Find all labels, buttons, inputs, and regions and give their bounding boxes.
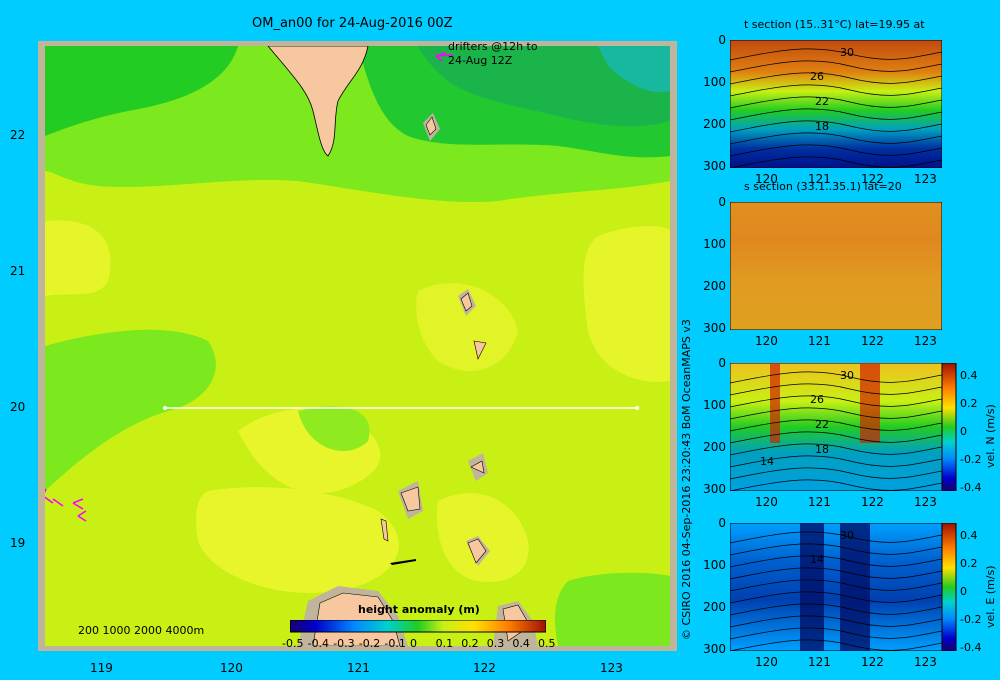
colorbar-tick: 0.3	[486, 637, 505, 650]
lat-tick: 22	[10, 128, 26, 142]
contour-label: 22	[815, 95, 829, 108]
depth-tick: 200	[703, 279, 726, 293]
section-plot[interactable]	[730, 202, 942, 330]
contour-label: 14	[810, 553, 824, 566]
depth-tick: 0	[718, 516, 726, 530]
velocity-colorbar-tick: 0.2	[960, 557, 978, 570]
velocity-colorbar-tick: -0.2	[960, 453, 982, 466]
velocity-colorbar-label: vel. N (m/s)	[984, 404, 997, 468]
colorbar-tick: -0.4	[307, 637, 330, 650]
section-title: t section (15..31°C) lat=19.95 at	[744, 18, 925, 31]
depth-tick: 100	[703, 398, 726, 412]
drifters-label-date: 24-Aug 12Z	[448, 54, 513, 67]
drifters-label: drifters @12h to	[448, 40, 538, 53]
colorbar-tick: -0.1	[384, 637, 406, 650]
lon-tick: 120	[755, 172, 778, 186]
lon-tick: 122	[861, 655, 884, 669]
depth-tick: 200	[703, 117, 726, 131]
contour-label: 18	[815, 120, 829, 133]
lon-tick: 122	[473, 661, 496, 675]
depth-tick: 100	[703, 237, 726, 251]
colorbar-tick: -0.2	[358, 637, 381, 650]
lon-tick: 120	[220, 661, 243, 675]
lon-tick: 122	[861, 172, 884, 186]
lon-tick: 121	[808, 334, 831, 348]
lon-tick: 122	[861, 334, 884, 348]
lon-tick: 121	[808, 172, 831, 186]
depth-tick: 0	[718, 195, 726, 209]
velocity-colorbar-tick: 0	[960, 585, 967, 598]
contour-label: 26	[810, 70, 824, 83]
contour-label: 18	[815, 443, 829, 456]
depth-tick: 100	[703, 558, 726, 572]
contour-label: 14	[760, 455, 774, 468]
lon-tick: 119	[90, 661, 113, 675]
section-plot[interactable]	[730, 363, 942, 491]
lon-tick: 120	[755, 334, 778, 348]
lon-tick: 120	[755, 655, 778, 669]
main-map-title: OM_an00 for 24-Aug-2016 00Z	[252, 16, 453, 31]
lat-tick: 19	[10, 536, 26, 550]
contour-label: 22	[815, 418, 829, 431]
contour-label: 30	[840, 46, 854, 59]
velocity-colorbar-tick: 0.4	[960, 529, 978, 542]
colorbar-tick: 0.1	[435, 637, 454, 650]
lon-tick: 123	[914, 334, 937, 348]
drifter-tracks	[45, 52, 454, 522]
depth-tick: 300	[703, 642, 726, 656]
section-title: s section (33.1..35.1) lat=20	[744, 180, 902, 193]
colorbar-tick: 0.4	[512, 637, 530, 650]
depth-tick: 300	[703, 321, 726, 335]
contour-label: 30	[840, 369, 854, 382]
lat-tick: 20	[10, 400, 26, 414]
lat-tick: 21	[10, 264, 26, 278]
velocity-colorbar-tick: 0	[960, 425, 967, 438]
velocity-colorbar-tick: -0.4	[960, 481, 982, 494]
section-plot[interactable]	[730, 523, 942, 651]
lon-tick: 121	[808, 655, 831, 669]
contour-label: 26	[810, 393, 824, 406]
depth-tick: 200	[703, 600, 726, 614]
lon-tick: 121	[808, 495, 831, 509]
depth-legend: 200 1000 2000 4000m	[78, 624, 205, 637]
height-anomaly-field	[45, 46, 670, 646]
depth-tick: 0	[718, 33, 726, 47]
contour-label: 30	[840, 529, 854, 542]
velocity-colorbar-tick: -0.2	[960, 613, 982, 626]
depth-tick: 0	[718, 356, 726, 370]
credit-text: © CSIRO 2016 04-Sep-2016 23:20:43 BoM Oc…	[680, 319, 693, 640]
velocity-colorbar-tick: 0.2	[960, 397, 978, 410]
section-plot[interactable]	[730, 40, 942, 168]
velocity-colorbar-tick: -0.4	[960, 641, 982, 654]
height-anomaly-colorbar	[290, 620, 546, 633]
depth-tick: 300	[703, 159, 726, 173]
lon-tick: 123	[914, 172, 937, 186]
lon-tick: 121	[347, 661, 370, 675]
velocity-colorbar	[942, 523, 957, 651]
colorbar-tick: -0.3	[333, 637, 355, 650]
depth-tick: 300	[703, 482, 726, 496]
colorbar-tick: 0.2	[461, 637, 479, 650]
main-map[interactable]	[38, 41, 677, 651]
lon-tick: 123	[914, 655, 937, 669]
colorbar-tick: 0.5	[538, 637, 556, 650]
colorbar-tick: 0	[410, 637, 417, 650]
velocity-colorbar-tick: 0.4	[960, 369, 978, 382]
velocity-colorbar	[942, 363, 957, 491]
colorbar-tick: -0.5	[282, 637, 304, 650]
depth-tick: 100	[703, 75, 726, 89]
lon-tick: 120	[755, 495, 778, 509]
depth-tick: 200	[703, 440, 726, 454]
lon-tick: 123	[914, 495, 937, 509]
velocity-colorbar-label: vel. E (m/s)	[984, 565, 997, 628]
lon-tick: 122	[861, 495, 884, 509]
lon-tick: 123	[600, 661, 623, 675]
colorbar-title: height anomaly (m)	[358, 603, 480, 616]
